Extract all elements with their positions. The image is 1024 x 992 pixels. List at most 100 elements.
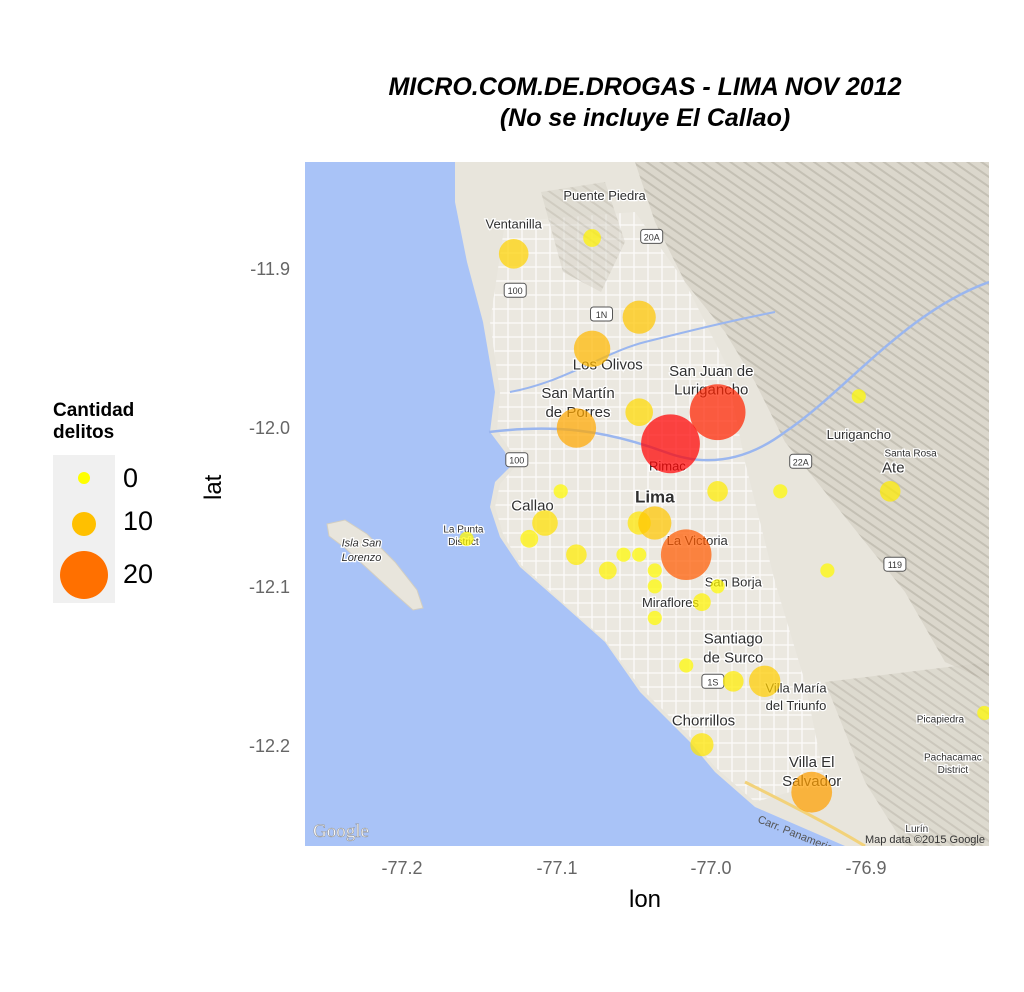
- road-shield: 100: [503, 282, 527, 298]
- data-points: [459, 229, 989, 813]
- legend-swatch-0: [78, 472, 90, 484]
- road-shield: 1S: [701, 673, 725, 689]
- legend-title-line2: delitos: [53, 422, 115, 443]
- river-chillon: [509, 311, 776, 393]
- hills-south: [825, 662, 989, 846]
- map-place-label: Lima: [635, 487, 675, 506]
- legend-title-line1: Cantidad: [53, 400, 135, 421]
- legend-key-10: [53, 501, 115, 547]
- data-point: [647, 563, 662, 578]
- svg-text:1S: 1S: [707, 677, 718, 687]
- data-point: [638, 506, 672, 540]
- map-place-label: Isla San: [342, 538, 382, 550]
- road-shield: 100: [505, 452, 529, 468]
- map-place-label: Santiago: [704, 630, 763, 647]
- legend-label-10: 10: [123, 506, 154, 536]
- svg-text:22A: 22A: [793, 457, 809, 467]
- data-point: [879, 481, 901, 502]
- legend-title: Cantidad delitos: [53, 400, 134, 444]
- legend-swatch-10: [72, 512, 96, 536]
- data-point: [820, 563, 835, 578]
- data-point: [532, 510, 558, 536]
- data-point: [791, 771, 833, 813]
- road-shield: 119: [883, 556, 907, 572]
- svg-text:20A: 20A: [644, 232, 660, 242]
- data-point: [707, 481, 728, 502]
- x-axis-title: lon: [628, 886, 662, 913]
- x-tick-label: -77.1: [536, 858, 578, 878]
- svg-text:100: 100: [508, 286, 523, 296]
- map-place-label: Villa María: [765, 680, 827, 695]
- map-place-label: Lurigancho: [827, 427, 891, 442]
- data-point: [566, 544, 587, 565]
- data-point: [977, 705, 989, 721]
- legend-label-0: 0: [123, 463, 139, 493]
- map-place-label: La Punta: [443, 525, 483, 536]
- legend-label-20: 20: [123, 559, 154, 589]
- road-shield: 20A: [640, 228, 664, 244]
- data-point: [749, 665, 781, 697]
- map-place-label: Miraflores: [642, 595, 700, 610]
- data-point: [723, 671, 744, 692]
- data-point: [679, 658, 694, 673]
- map-place-label: District: [938, 765, 969, 776]
- data-point: [625, 398, 653, 426]
- data-point: [710, 579, 725, 594]
- data-point: [693, 593, 711, 612]
- map-place-label: del Triunfo: [766, 698, 827, 713]
- island-san-lorenzo: [326, 519, 424, 611]
- y-tick-label: -11.9: [250, 259, 290, 279]
- chart-subtitle: (No se incluye El Callao): [499, 104, 791, 132]
- map-place-label: Lorenzo: [342, 552, 382, 564]
- data-point: [520, 529, 539, 548]
- svg-text:100: 100: [509, 456, 524, 466]
- data-point: [632, 547, 647, 562]
- data-point: [690, 733, 714, 757]
- y-axis-title: lat: [200, 475, 228, 500]
- data-point: [498, 239, 529, 269]
- y-tick-label: -12.1: [248, 577, 290, 597]
- legend-key-0: [53, 455, 115, 501]
- data-point: [622, 300, 656, 334]
- y-tick-label: -12.2: [248, 736, 290, 756]
- chart-title: MICRO.COM.DE.DROGAS - LIMA NOV 2012: [388, 73, 902, 101]
- map-place-label: Ate: [882, 459, 905, 476]
- panamericana-road: [744, 780, 866, 846]
- svg-text:1N: 1N: [596, 310, 608, 320]
- hills-east: [635, 162, 989, 682]
- map-place-label: San Martín: [541, 385, 614, 402]
- data-point: [647, 579, 662, 594]
- data-point: [851, 389, 866, 404]
- data-point: [583, 229, 601, 247]
- map-place-label: Villa El: [789, 754, 835, 771]
- legend-key-20: [53, 547, 115, 603]
- legend-swatch-20: [60, 551, 108, 599]
- map-place-label: Picapiedra: [917, 715, 965, 726]
- data-point: [616, 547, 631, 562]
- road-shields: 20A 100 1N 100 22A 119 1S: [503, 228, 907, 689]
- map-place-label: Santa Rosa: [884, 449, 937, 460]
- map-place-label: Ventanilla: [486, 217, 543, 232]
- map-place-label: Pachacamac: [924, 753, 982, 764]
- data-point: [553, 484, 568, 499]
- google-logo: Google: [313, 821, 369, 842]
- data-point: [598, 561, 617, 580]
- road-shield: 1N: [590, 306, 613, 322]
- map-place-label: San Juan de: [669, 363, 753, 380]
- hills-north: [541, 182, 625, 292]
- map-place-label: de Surco: [703, 649, 763, 666]
- y-tick-label: -12.0: [248, 418, 290, 438]
- x-tick-label: -77.0: [690, 858, 732, 878]
- map-attribution: Map data ©2015 Google: [865, 834, 985, 846]
- data-point: [641, 414, 700, 474]
- map-place-label: Chorrillos: [672, 713, 735, 730]
- road-shield: 22A: [789, 453, 813, 469]
- x-tick-label: -77.2: [381, 858, 423, 878]
- map-place-label: Lurín: [905, 824, 928, 835]
- data-point: [556, 408, 597, 448]
- data-point: [660, 529, 712, 580]
- map-place-label: Puente Piedra: [563, 188, 646, 203]
- svg-text:119: 119: [888, 560, 902, 570]
- data-point: [689, 384, 746, 441]
